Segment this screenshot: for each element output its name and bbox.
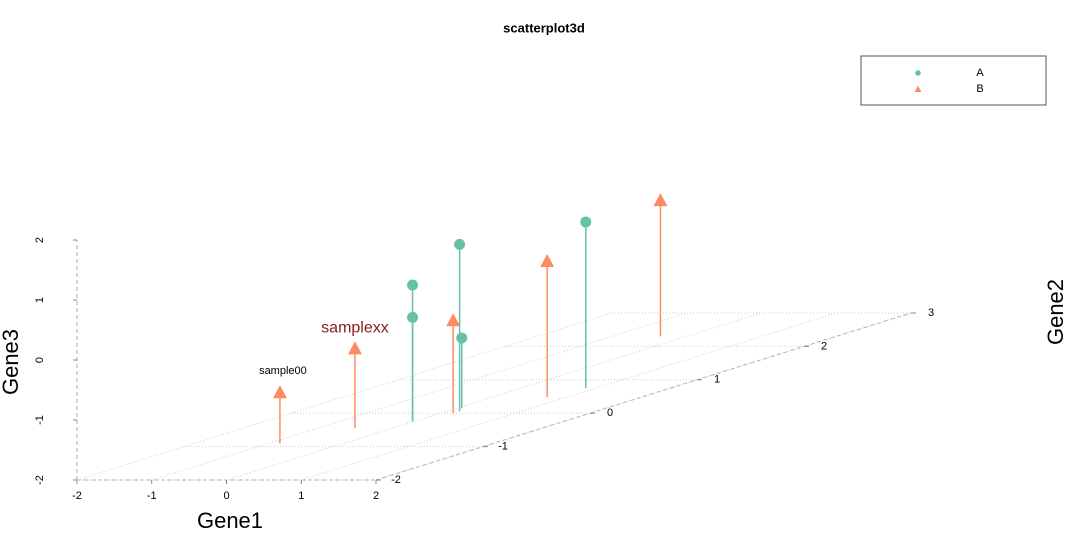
- legend-label: A: [976, 67, 984, 79]
- legend-box: [860, 55, 1047, 106]
- z-tick-label: 1: [34, 297, 46, 303]
- y-tick-label: 0: [607, 407, 613, 419]
- grid-line: [151, 312, 687, 481]
- x-axis-title: Gene1: [197, 508, 263, 533]
- x-tick-label: 0: [223, 490, 229, 502]
- y-tick-label: 3: [928, 307, 934, 319]
- z-tick-label: -2: [34, 475, 46, 485]
- point: [446, 313, 461, 327]
- point-label: samplexx: [321, 320, 389, 337]
- point: [347, 341, 362, 355]
- point: [653, 193, 668, 207]
- y-axis-title: Gene2: [1043, 279, 1068, 345]
- point: [272, 385, 287, 399]
- point: [407, 279, 419, 291]
- point: [454, 238, 466, 250]
- z-tick-label: 0: [34, 357, 46, 363]
- grid-line: [375, 312, 912, 481]
- x-tick-label: -1: [147, 490, 157, 502]
- point: [456, 332, 468, 344]
- x-tick-label: -2: [72, 490, 82, 502]
- chart-title: scatterplot3d: [503, 20, 585, 35]
- legend-label: B: [976, 83, 983, 95]
- y-tick-label: 1: [714, 374, 720, 386]
- point-label: sample00: [259, 365, 307, 377]
- y-tick-label: -1: [498, 441, 508, 453]
- x-tick-label: 2: [373, 490, 379, 502]
- z-tick-label: 2: [34, 237, 46, 243]
- legend-marker: [915, 70, 921, 76]
- y-tick-label: 2: [821, 340, 827, 352]
- point: [580, 216, 592, 228]
- x-tick-label: 1: [298, 490, 304, 502]
- grid-line: [301, 312, 837, 481]
- legend-marker: [914, 85, 922, 92]
- grid-line: [226, 312, 762, 481]
- grid-line: [76, 312, 613, 481]
- y-tick-label: -2: [391, 474, 401, 486]
- z-axis-title: Gene3: [0, 329, 23, 395]
- z-tick-label: -1: [34, 415, 46, 425]
- point: [540, 253, 555, 267]
